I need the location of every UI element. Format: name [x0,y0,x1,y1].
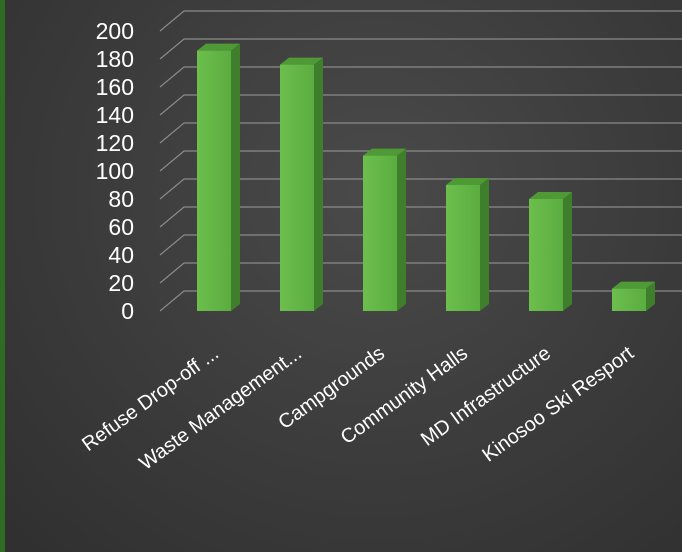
bar-side [563,192,572,311]
y-tick-label: 200 [96,18,134,44]
bar-top [446,178,489,185]
bar-front [612,288,646,311]
bar [363,148,406,311]
bar [529,192,572,311]
gridline [159,122,682,144]
bar-side [480,178,489,311]
bar [280,57,323,311]
gridline [159,206,682,228]
bar-side [646,281,655,311]
gridline [159,10,682,32]
gridline [159,150,682,172]
bar-side [397,148,406,311]
bar-top [197,43,240,51]
bar-side [231,43,240,311]
gridline [159,234,682,256]
y-tick-label: 40 [108,242,134,268]
gridline [159,262,682,284]
y-tick-label: 20 [108,270,134,296]
bar [197,43,240,311]
y-tick-label: 180 [96,46,134,72]
y-tick-label: 60 [108,214,134,240]
bar-side [314,57,323,311]
gridline [159,290,682,312]
bar-top [529,192,572,199]
gridline [159,38,682,60]
bar-front [446,185,480,311]
x-category-label: Refuse Drop-off ... [78,342,223,456]
y-tick-label: 0 [121,298,134,324]
x-category-label: Kinosoo Ski Resport [478,342,638,467]
y-tick-label: 160 [96,74,134,100]
bar [446,178,489,311]
y-tick-label: 120 [96,130,134,156]
y-tick-label: 80 [108,186,134,212]
bar-front [529,199,563,311]
bar-top [280,57,323,65]
bar-front [197,50,231,311]
left-accent-bar [0,0,5,552]
bar-front [280,64,314,311]
bar [612,281,655,311]
x-axis-labels: Refuse Drop-off ...Waste Management...Ca… [78,342,638,475]
gridline [159,66,682,88]
gridline [159,94,682,116]
bars [197,43,655,311]
x-category-label: Waste Management... [135,342,306,474]
y-tick-label: 100 [96,158,134,184]
bar-front [363,155,397,311]
gridline [159,178,682,200]
gridlines [159,10,682,312]
bar-top [612,281,655,289]
bar-top [363,148,406,156]
y-tick-label: 140 [96,102,134,128]
